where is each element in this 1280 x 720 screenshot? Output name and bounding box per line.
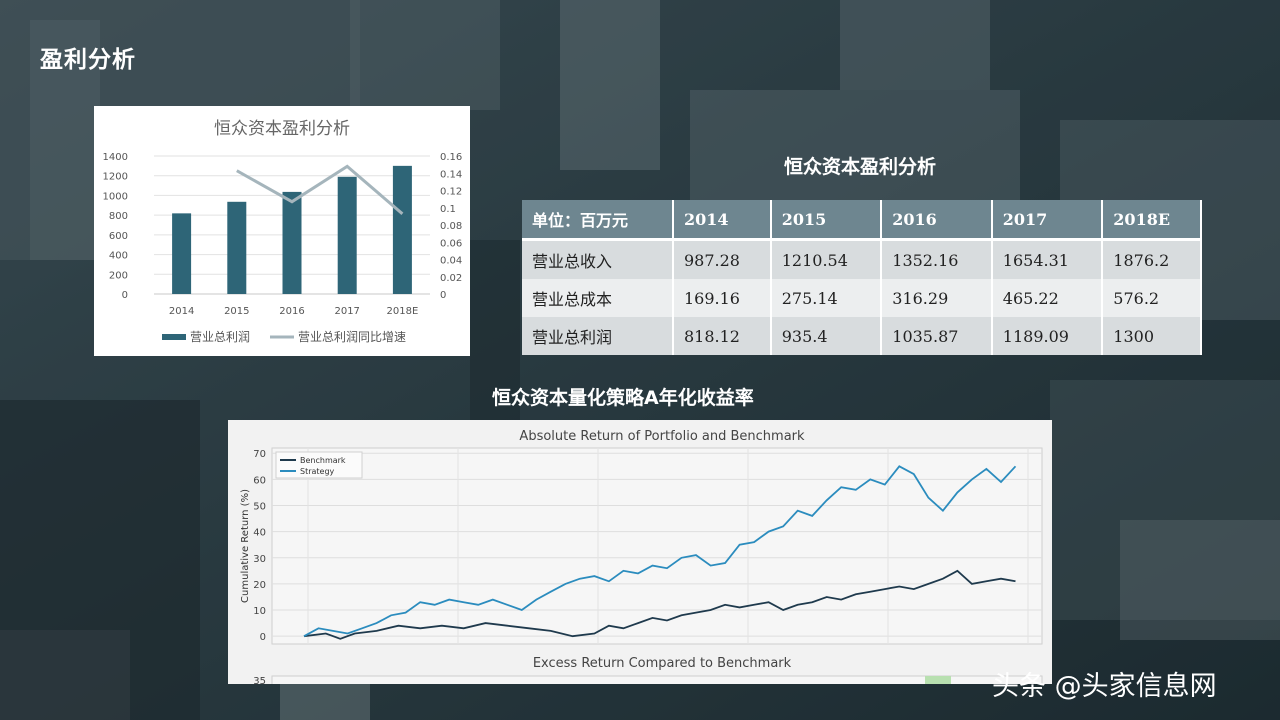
y-tick-label: 0 bbox=[260, 632, 266, 643]
table-row: 营业总收入 987.28 1210.54 1352.16 1654.31 187… bbox=[522, 239, 1202, 279]
y-tick-label: 1400 bbox=[103, 152, 128, 163]
table-cell: 1876.2 bbox=[1102, 239, 1202, 279]
y-tick-label: 40 bbox=[253, 528, 266, 539]
bar bbox=[227, 201, 247, 294]
series-line-benchmark bbox=[303, 569, 1016, 640]
column-header: 2014 bbox=[673, 200, 772, 241]
table-cell: 1300 bbox=[1102, 317, 1202, 355]
profit-combo-chart-svg: 恒众资本盈利分析 0 200 400 600 800 1000 1200 1400 0 0.02 0.… bbox=[103, 119, 463, 344]
table-cell: 275.14 bbox=[770, 279, 883, 317]
table-cell: 1189.09 bbox=[991, 317, 1104, 355]
legend-label: Benchmark bbox=[300, 456, 346, 465]
y-tick-label: 70 bbox=[253, 449, 266, 460]
y-tick-label: 1200 bbox=[103, 172, 128, 183]
chart-title: Absolute Return of Portfolio and Benchma… bbox=[519, 429, 805, 444]
plot-area bbox=[271, 447, 1043, 645]
table-row: 营业总成本 169.16 275.14 316.29 465.22 576.2 bbox=[522, 279, 1202, 317]
x-tick-label: 2014 bbox=[169, 306, 194, 317]
bar bbox=[282, 191, 302, 294]
bar bbox=[337, 176, 357, 294]
table-cell: 1654.31 bbox=[991, 239, 1104, 279]
bar bbox=[172, 213, 192, 294]
table-row: 营业总利润 818.12 935.4 1035.87 1189.09 1300 bbox=[522, 317, 1202, 355]
page-title: 盈利分析 bbox=[40, 47, 136, 73]
growth-line bbox=[236, 164, 404, 215]
table-cell: 576.2 bbox=[1102, 279, 1202, 317]
y2-tick-label: 0.06 bbox=[440, 238, 462, 249]
y-tick-label: 60 bbox=[253, 475, 266, 486]
profit-combo-chart: 恒众资本盈利分析 0 200 400 600 800 1000 1200 1400 0 0.02 0.… bbox=[94, 106, 470, 356]
profit-table: 单位：百万元 2014 2015 2016 2017 2018E 营业总收入 9… bbox=[522, 200, 1202, 355]
y2-tick-label: 0.04 bbox=[440, 256, 462, 267]
table-cell: 316.29 bbox=[881, 279, 993, 317]
y2-tick-label: 0.08 bbox=[440, 221, 462, 232]
table-cell: 1035.87 bbox=[881, 317, 993, 355]
legend-label: 营业总利润同比增速 bbox=[298, 330, 406, 344]
y-tick-label: 800 bbox=[109, 211, 128, 222]
y-tick-label: 10 bbox=[253, 606, 266, 617]
y2-tick-label: 0 bbox=[440, 290, 446, 301]
legend-label: 营业总利润 bbox=[190, 330, 250, 344]
excess-highlight bbox=[925, 676, 951, 684]
y2-tick-label: 0.02 bbox=[440, 273, 462, 284]
table-header-row: 单位：百万元 2014 2015 2016 2017 2018E bbox=[522, 200, 1202, 241]
unit-label: 单位：百万元 bbox=[522, 200, 674, 241]
column-header: 2016 bbox=[881, 200, 993, 241]
column-header: 2017 bbox=[991, 200, 1104, 241]
y-tick-label: 20 bbox=[253, 580, 266, 591]
row-label: 营业总利润 bbox=[522, 317, 674, 355]
y-tick-label: 30 bbox=[253, 554, 266, 565]
table-cell: 818.12 bbox=[673, 317, 772, 355]
table-title: 恒众资本盈利分析 bbox=[784, 156, 937, 178]
y-tick-label: 200 bbox=[109, 270, 128, 281]
y-tick-label: 600 bbox=[109, 231, 128, 242]
returns-chart-svg: Absolute Return of Portfolio and Benchma… bbox=[240, 429, 1043, 684]
legend-box bbox=[275, 451, 363, 479]
returns-title: 恒众资本量化策略A年化收益率 bbox=[492, 387, 754, 409]
y-tick-label: 50 bbox=[253, 501, 266, 512]
x-tick-label: 2016 bbox=[279, 306, 304, 317]
bar bbox=[392, 165, 412, 294]
table-cell: 465.22 bbox=[991, 279, 1104, 317]
y-tick-label: 400 bbox=[109, 251, 128, 262]
table-cell: 987.28 bbox=[673, 239, 772, 279]
chart-title: 恒众资本盈利分析 bbox=[214, 119, 350, 139]
watermark: 头条 @头家信息网 bbox=[992, 671, 1217, 702]
legend-swatch-bar bbox=[162, 334, 186, 340]
profit-table-card: 单位：百万元 2014 2015 2016 2017 2018E 营业总收入 9… bbox=[522, 200, 1202, 355]
legend-label: Strategy bbox=[300, 467, 335, 476]
y2-tick-label: 0.12 bbox=[440, 187, 462, 198]
table-cell: 1210.54 bbox=[770, 239, 883, 279]
y2-tick-label: 0.1 bbox=[440, 204, 456, 215]
column-header: 2018E bbox=[1102, 200, 1202, 241]
x-tick-label: 2017 bbox=[334, 306, 359, 317]
y2-tick-label: 0.14 bbox=[440, 169, 462, 180]
row-label: 营业总成本 bbox=[522, 279, 674, 317]
excess-y-tick-label: 35 bbox=[253, 676, 266, 684]
series-line-strategy bbox=[303, 465, 1017, 637]
excess-plot-area bbox=[271, 675, 1043, 684]
excess-chart-title: Excess Return Compared to Benchmark bbox=[533, 656, 792, 671]
column-header: 2015 bbox=[770, 200, 883, 241]
table-cell: 1352.16 bbox=[881, 239, 993, 279]
y-axis-label: Cumulative Return (%) bbox=[240, 489, 251, 603]
x-tick-label: 2015 bbox=[224, 306, 249, 317]
table-cell: 935.4 bbox=[770, 317, 883, 355]
y2-tick-label: 0.16 bbox=[440, 152, 462, 163]
row-label: 营业总收入 bbox=[522, 239, 674, 279]
x-tick-label: 2018E bbox=[387, 306, 419, 317]
y-tick-label: 1000 bbox=[103, 191, 128, 202]
table-cell: 169.16 bbox=[673, 279, 772, 317]
y-tick-label: 0 bbox=[122, 290, 128, 301]
returns-chart: Absolute Return of Portfolio and Benchma… bbox=[228, 420, 1052, 684]
